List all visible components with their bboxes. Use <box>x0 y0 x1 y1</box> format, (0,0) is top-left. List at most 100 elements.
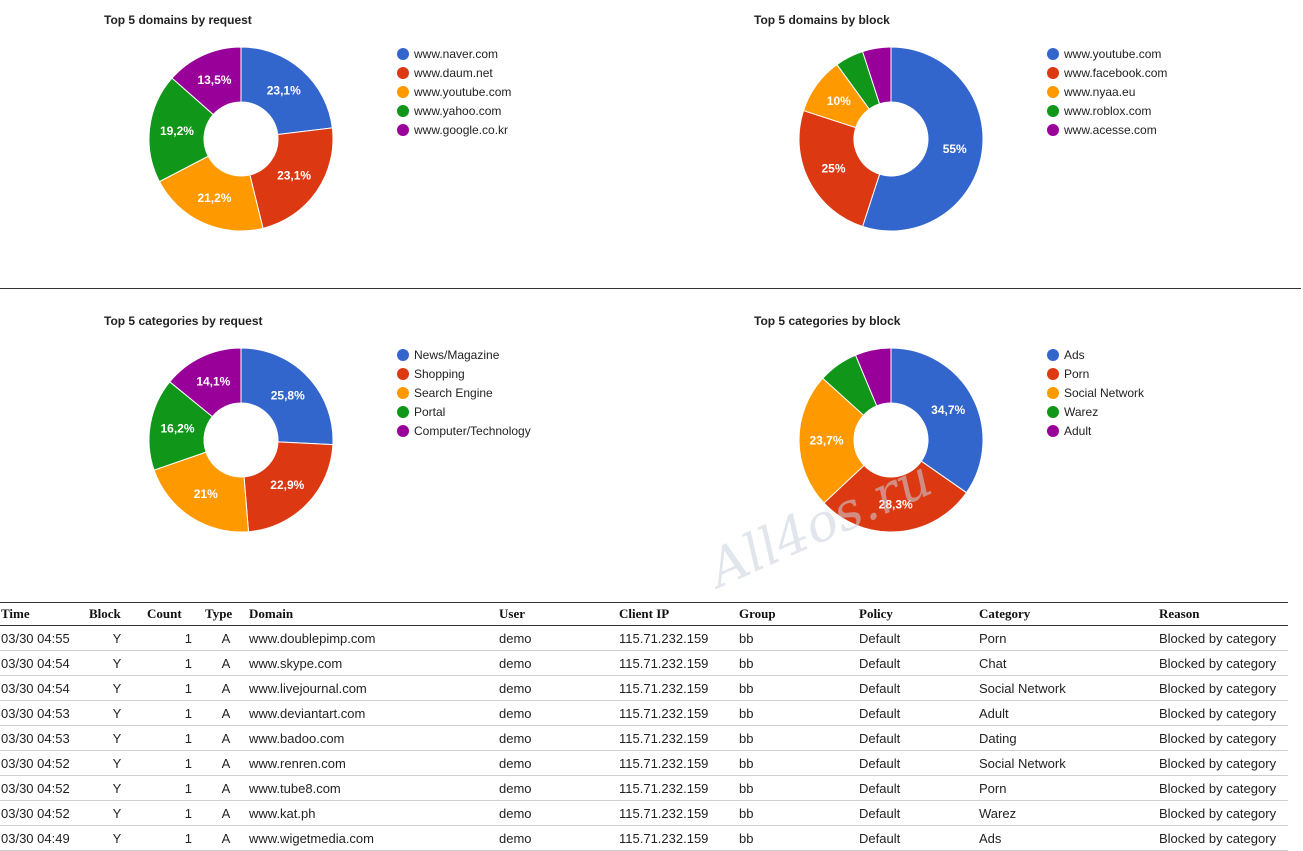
cell-client-ip: 115.71.232.159 <box>618 800 738 826</box>
legend-label: Shopping <box>414 366 465 381</box>
cell-domain: www.tube8.com <box>248 775 498 801</box>
legend-item[interactable]: www.daum.net <box>397 63 511 82</box>
cell-count: 1 <box>146 650 204 676</box>
cell-policy: Default <box>858 700 978 726</box>
pie-slice-news-magazine[interactable] <box>240 347 334 446</box>
legend-swatch <box>397 348 409 361</box>
legend-item[interactable]: www.naver.com <box>397 44 511 63</box>
column-header-reason[interactable]: Reason <box>1158 602 1288 626</box>
cell-client-ip: 115.71.232.159 <box>618 675 738 701</box>
column-header-group[interactable]: Group <box>738 602 858 626</box>
chart-title: Top 5 domains by request <box>104 13 252 27</box>
slice-value-label: 19,2% <box>160 124 194 138</box>
donut-chart[interactable]: 23,1% 23,1% 21,2% 19,2% 13,5% <box>140 38 342 240</box>
legend-item[interactable]: Warez <box>1047 402 1144 421</box>
pie-slice-www-youtube-com[interactable] <box>158 155 264 232</box>
pie-slice-www-youtube-com[interactable] <box>861 46 984 232</box>
column-header-count[interactable]: Count <box>146 602 204 626</box>
cell-block: Y <box>88 625 146 651</box>
legend-item[interactable]: www.acesse.com <box>1047 120 1167 139</box>
column-header-domain[interactable]: Domain <box>248 602 498 626</box>
cell-count: 1 <box>146 675 204 701</box>
pie-slice-social-network[interactable] <box>798 377 865 504</box>
donut-chart[interactable]: 34,7% 28,3% 23,7% <box>790 339 992 541</box>
legend-swatch <box>1047 47 1059 60</box>
legend-item[interactable]: Portal <box>397 402 531 421</box>
cell-domain: www.skype.com <box>248 650 498 676</box>
donut-chart[interactable]: 55% 25% 10% <box>790 38 992 240</box>
cell-client-ip: 115.71.232.159 <box>618 775 738 801</box>
cell-policy: Default <box>858 675 978 701</box>
legend-item[interactable]: News/Magazine <box>397 345 531 364</box>
slice-value-label: 22,9% <box>270 478 304 492</box>
pie-slice-adult[interactable] <box>854 347 892 407</box>
cell-time: 03/30 04:54 <box>0 650 88 676</box>
legend-item[interactable]: www.yahoo.com <box>397 101 511 120</box>
legend-item[interactable]: www.facebook.com <box>1047 63 1167 82</box>
column-header-type[interactable]: Type <box>204 602 248 626</box>
legend-label: Portal <box>414 404 446 419</box>
pie-slice-www-acesse-com[interactable] <box>861 46 892 105</box>
legend-label: www.nyaa.eu <box>1064 84 1136 99</box>
pie-slice-www-daum-net[interactable] <box>249 127 334 229</box>
legend-item[interactable]: Computer/Technology <box>397 421 531 440</box>
cell-group: bb <box>738 750 858 776</box>
legend-item[interactable]: Porn <box>1047 364 1144 383</box>
pie-slice-www-naver-com[interactable] <box>240 46 333 136</box>
pie-slice-shopping[interactable] <box>243 441 334 533</box>
column-header-client-ip[interactable]: Client IP <box>618 602 738 626</box>
legend-item[interactable]: Shopping <box>397 364 531 383</box>
cell-group: bb <box>738 700 858 726</box>
pie-slice-computer-technology[interactable] <box>169 347 242 418</box>
legend-item[interactable]: Search Engine <box>397 383 531 402</box>
column-header-policy[interactable]: Policy <box>858 602 978 626</box>
legend-item[interactable]: Social Network <box>1047 383 1144 402</box>
legend-item[interactable]: www.nyaa.eu <box>1047 82 1167 101</box>
legend-label: Search Engine <box>414 385 493 400</box>
cell-category: Chat <box>978 650 1158 676</box>
cell-domain: www.kat.ph <box>248 800 498 826</box>
slice-value-label: 14,1% <box>196 375 230 389</box>
column-header-category[interactable]: Category <box>978 602 1158 626</box>
legend-swatch <box>1047 85 1059 98</box>
legend-swatch <box>1047 405 1059 418</box>
pie-slice-www-yahoo-com[interactable] <box>148 77 214 183</box>
cell-reason: Blocked by category <box>1158 625 1288 651</box>
chart-title: Top 5 domains by block <box>754 13 890 27</box>
cell-client-ip: 115.71.232.159 <box>618 625 738 651</box>
pie-slice-ads[interactable] <box>890 347 984 494</box>
column-header-block[interactable]: Block <box>88 602 146 626</box>
column-header-user[interactable]: User <box>498 602 618 626</box>
legend-item[interactable]: Ads <box>1047 345 1144 364</box>
cell-category: Adult <box>978 700 1158 726</box>
legend-item[interactable]: www.roblox.com <box>1047 101 1167 120</box>
legend-label: Computer/Technology <box>414 423 531 438</box>
legend-label: www.youtube.com <box>414 84 512 99</box>
cell-group: bb <box>738 675 858 701</box>
column-header-time[interactable]: Time <box>0 602 88 626</box>
cell-client-ip: 115.71.232.159 <box>618 700 738 726</box>
legend-item[interactable]: www.google.co.kr <box>397 120 511 139</box>
pie-slice-www-google-co-kr[interactable] <box>171 46 242 116</box>
cell-block: Y <box>88 750 146 776</box>
legend-swatch <box>397 386 409 399</box>
legend-item[interactable]: www.youtube.com <box>1047 44 1167 63</box>
pie-slice-search-engine[interactable] <box>153 451 250 533</box>
legend-item[interactable]: Adult <box>1047 421 1144 440</box>
legend-item[interactable]: www.youtube.com <box>397 82 511 101</box>
cell-time: 03/30 04:52 <box>0 800 88 826</box>
legend-swatch <box>397 123 409 136</box>
pie-slice-www-facebook-com[interactable] <box>798 109 881 228</box>
cell-policy: Default <box>858 800 978 826</box>
pie-slice-porn[interactable] <box>823 460 968 533</box>
chart-title: Top 5 categories by block <box>754 314 901 328</box>
donut-chart[interactable]: 25,8% 22,9% 21% 16,2% 14,1% <box>140 339 342 541</box>
